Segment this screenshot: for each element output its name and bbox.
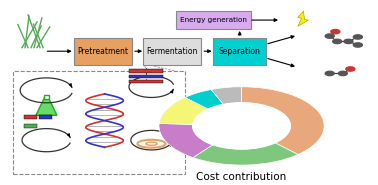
Bar (129, 75, 163, 78)
Circle shape (331, 29, 340, 34)
Circle shape (333, 39, 342, 43)
Text: Separation: Separation (219, 47, 260, 56)
Bar (24, 115, 37, 119)
Circle shape (344, 39, 353, 43)
Bar (129, 69, 163, 73)
FancyBboxPatch shape (143, 38, 201, 65)
Circle shape (346, 67, 355, 71)
Bar (129, 80, 163, 83)
FancyBboxPatch shape (176, 11, 251, 29)
Circle shape (325, 71, 334, 76)
FancyBboxPatch shape (214, 38, 266, 65)
Circle shape (338, 71, 347, 76)
Wedge shape (159, 97, 208, 125)
Wedge shape (159, 123, 213, 158)
Wedge shape (193, 143, 298, 165)
Text: Energy generation: Energy generation (180, 17, 247, 23)
FancyBboxPatch shape (12, 71, 185, 174)
Wedge shape (211, 87, 242, 104)
Text: Cost contribution: Cost contribution (197, 172, 287, 182)
Circle shape (353, 35, 363, 39)
Ellipse shape (146, 142, 157, 145)
Ellipse shape (138, 140, 166, 148)
Circle shape (353, 43, 363, 47)
Text: Pretreatment: Pretreatment (77, 47, 128, 56)
Circle shape (325, 34, 334, 38)
Bar (24, 124, 37, 128)
Bar (44, 95, 49, 99)
Circle shape (193, 103, 290, 149)
Wedge shape (242, 87, 324, 154)
Bar (39, 115, 52, 119)
Text: Fermentation: Fermentation (146, 47, 198, 56)
FancyBboxPatch shape (74, 38, 132, 65)
Wedge shape (185, 90, 223, 109)
Polygon shape (298, 11, 308, 26)
Polygon shape (36, 97, 57, 115)
